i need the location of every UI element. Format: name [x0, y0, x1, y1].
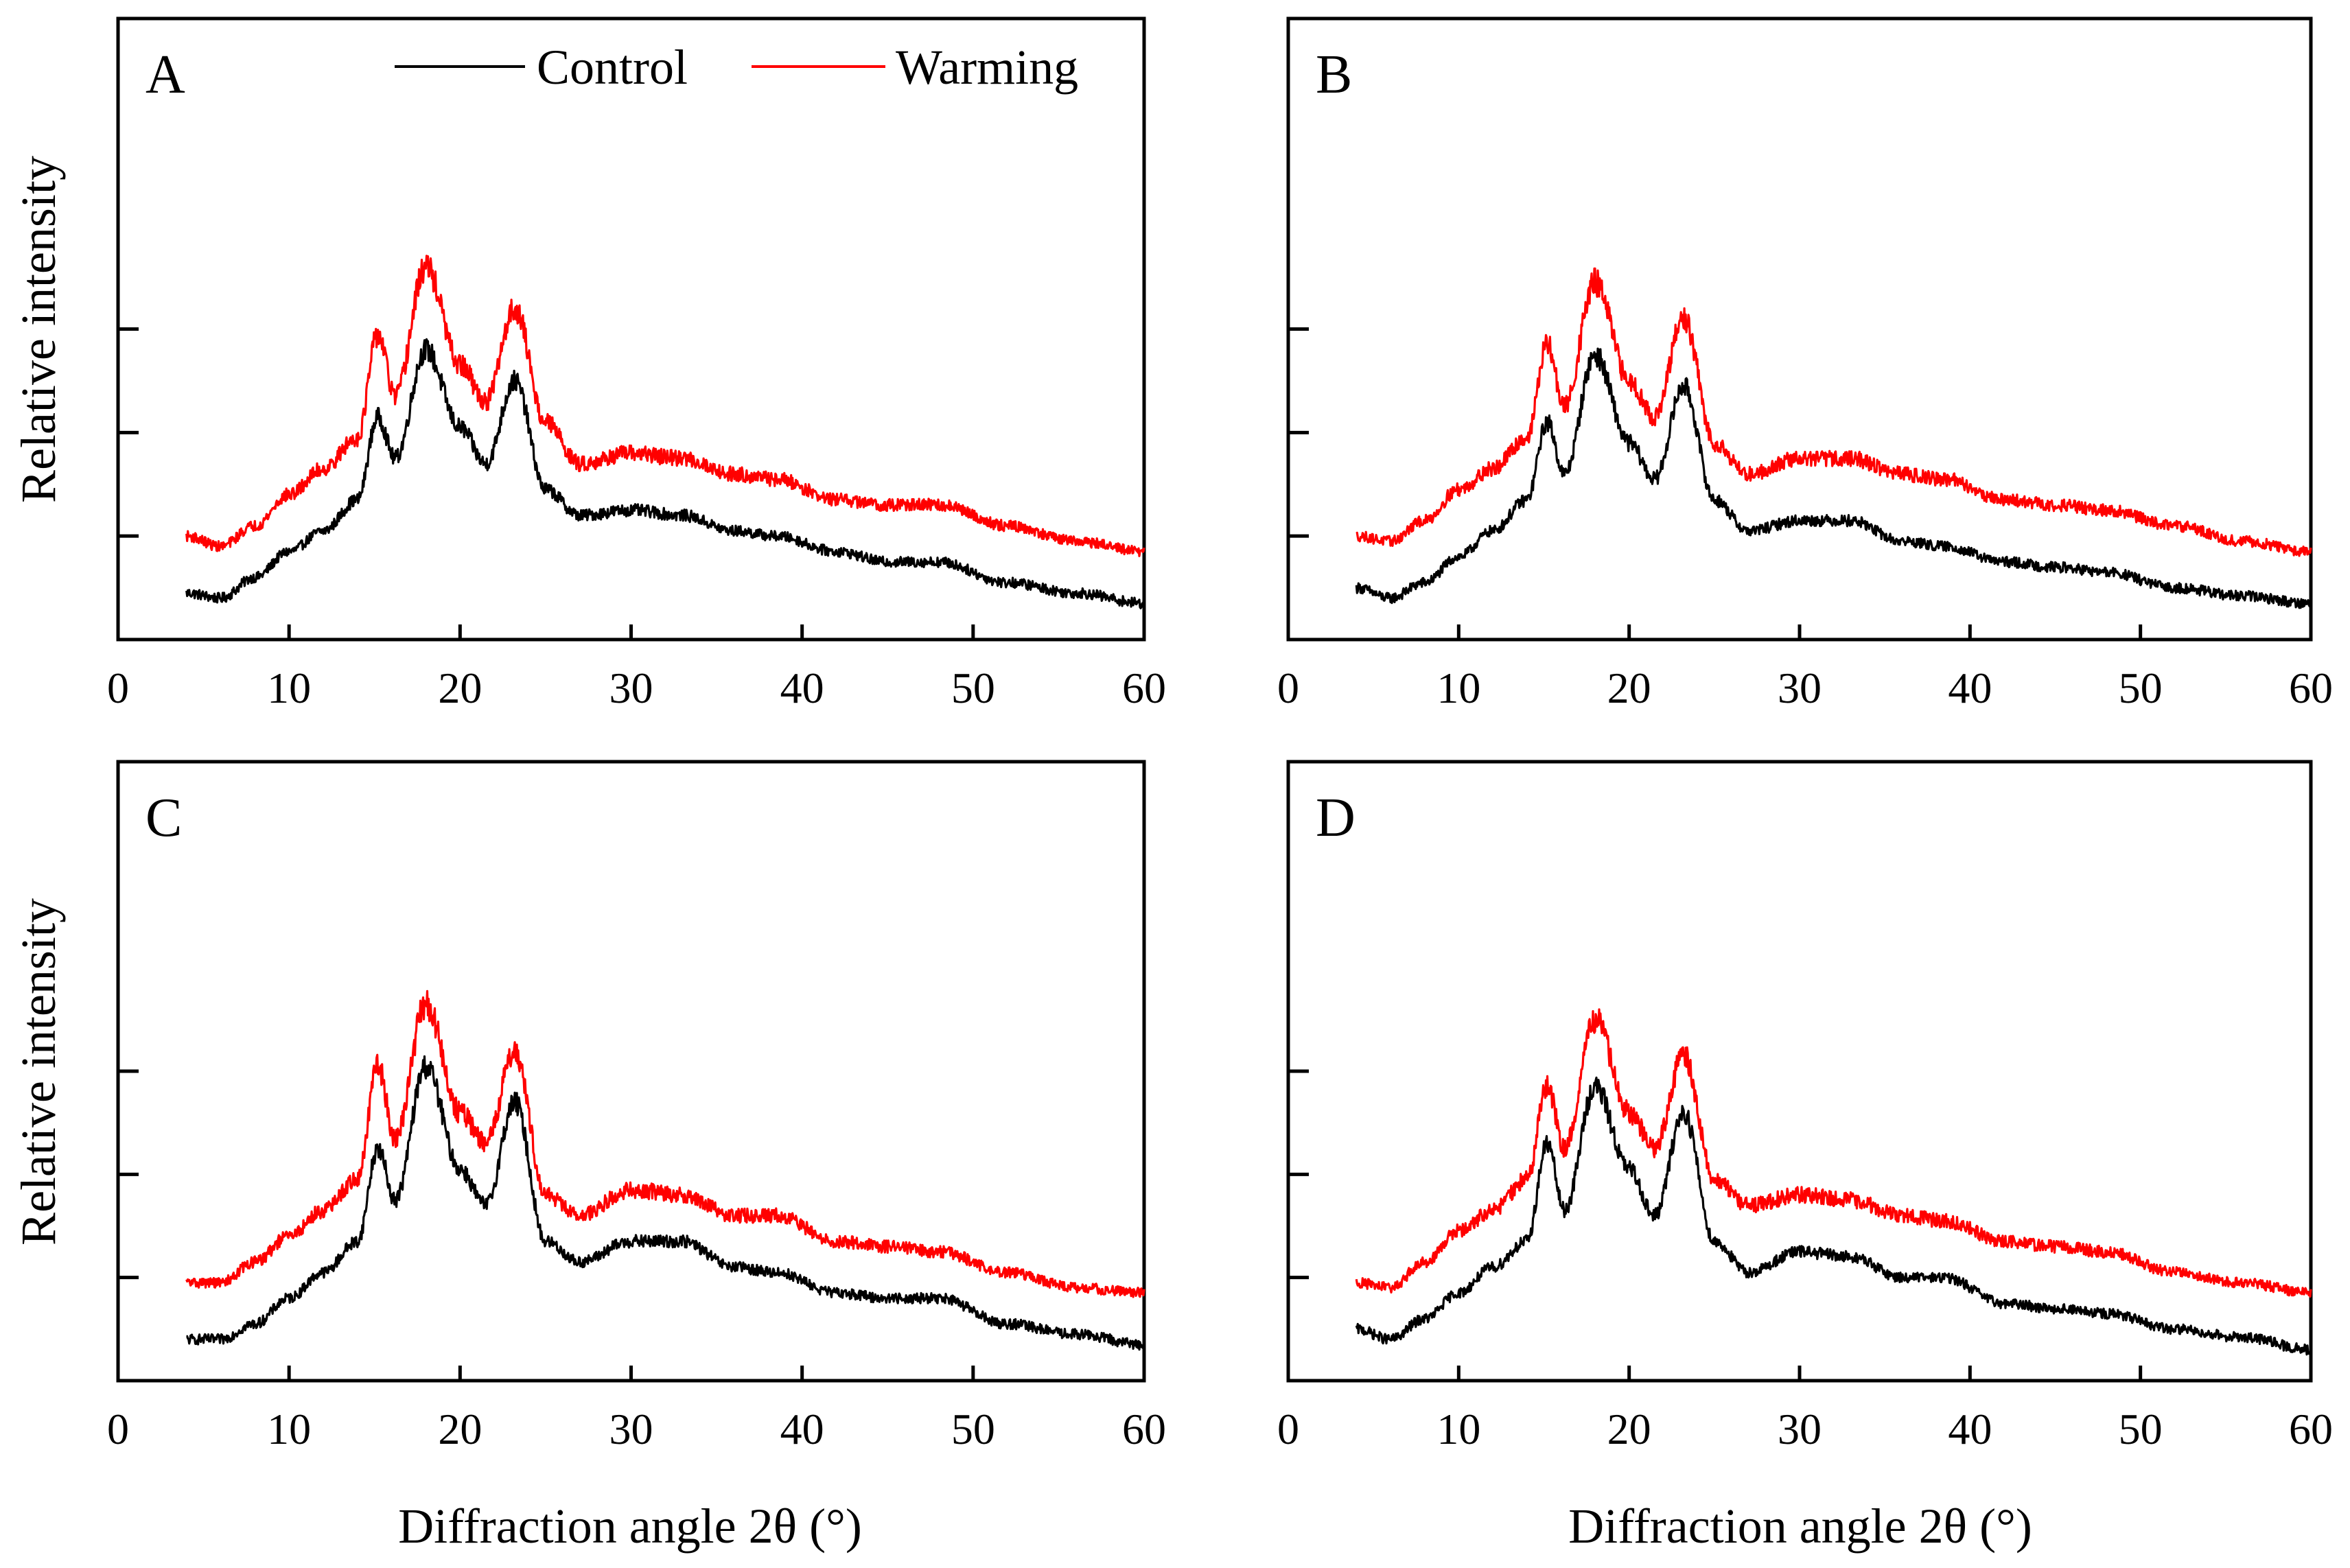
- x-tick-label: 30: [1778, 664, 1822, 712]
- x-tick-label: 0: [107, 664, 129, 712]
- panel-c: 0 10 20 30 40 50 60 C: [107, 760, 1166, 1453]
- panel-a: 0 10 20 30 40 50 60 A: [107, 16, 1166, 712]
- x-axis-label-right: Diffraction angle 2θ (°): [1568, 1499, 2032, 1554]
- plot-frame: [1286, 16, 2313, 642]
- series-line-warming: [1356, 267, 2312, 557]
- series-line-control: [1355, 1076, 2312, 1356]
- x-tick-label: 60: [1122, 1405, 1166, 1453]
- panel-label: D: [1316, 788, 1356, 848]
- panel-label: A: [146, 45, 185, 105]
- x-tick-label: 30: [1778, 1405, 1822, 1453]
- x-tick-label: 40: [1948, 1405, 1992, 1453]
- x-tick-label: 40: [780, 664, 824, 712]
- series-line-warming: [185, 990, 1145, 1298]
- x-tick-label: 20: [438, 1405, 482, 1453]
- series-line-warming: [1355, 1008, 2312, 1298]
- x-tick-label: 10: [267, 1405, 311, 1453]
- series-line-warming: [185, 255, 1145, 557]
- x-tick-label: 20: [1607, 1405, 1651, 1453]
- x-tick-label: 0: [1277, 1405, 1299, 1453]
- y-axis-label-top: Relative intensity: [11, 156, 66, 503]
- x-tick-label: 20: [438, 664, 482, 712]
- plot-frame: [116, 760, 1146, 1383]
- y-axis-label-bottom: Relative intensity: [11, 898, 66, 1245]
- plot-frame: [1286, 760, 2313, 1383]
- x-tick-label: 60: [1122, 664, 1166, 712]
- x-tick-label: 30: [609, 1405, 653, 1453]
- x-tick-label: 60: [2289, 664, 2333, 712]
- x-tick-label: 40: [780, 1405, 824, 1453]
- series-line-control: [1355, 347, 2312, 609]
- panel-label: B: [1316, 45, 1352, 105]
- x-tick-label: 50: [2119, 664, 2163, 712]
- panel-b: 0 10 20 30 40 50 60 B: [1277, 16, 2333, 712]
- legend-warming-label: Warming: [896, 40, 1078, 95]
- x-tick-label: 10: [267, 664, 311, 712]
- panel-label: C: [146, 788, 182, 848]
- x-tick-label: 50: [951, 664, 995, 712]
- x-tick-label: 30: [609, 664, 653, 712]
- x-tick-label: 20: [1607, 664, 1651, 712]
- panel-d: 0 10 20 30 40 50 60 D: [1277, 760, 2333, 1453]
- plot-frame: [116, 16, 1146, 642]
- x-tick-label: 40: [1948, 664, 1992, 712]
- x-tick-label: 0: [107, 1405, 129, 1453]
- x-tick-label: 60: [2289, 1405, 2333, 1453]
- x-tick-label: 10: [1436, 1405, 1480, 1453]
- legend-control-label: Control: [537, 40, 688, 95]
- legend: Control Warming: [395, 40, 1078, 95]
- series-line-control: [185, 338, 1145, 609]
- panels-layer: 0 10 20 30 40 50 60 A 0 10 20 30 40 50 60 B 0 10 20 30 40 50 6…: [107, 16, 2333, 1453]
- x-tick-label: 50: [2119, 1405, 2163, 1453]
- x-tick-label: 10: [1436, 664, 1480, 712]
- x-tick-label: 50: [951, 1405, 995, 1453]
- series-line-control: [186, 1055, 1145, 1351]
- x-tick-label: 0: [1277, 664, 1299, 712]
- x-axis-label-left: Diffraction angle 2θ (°): [398, 1499, 862, 1554]
